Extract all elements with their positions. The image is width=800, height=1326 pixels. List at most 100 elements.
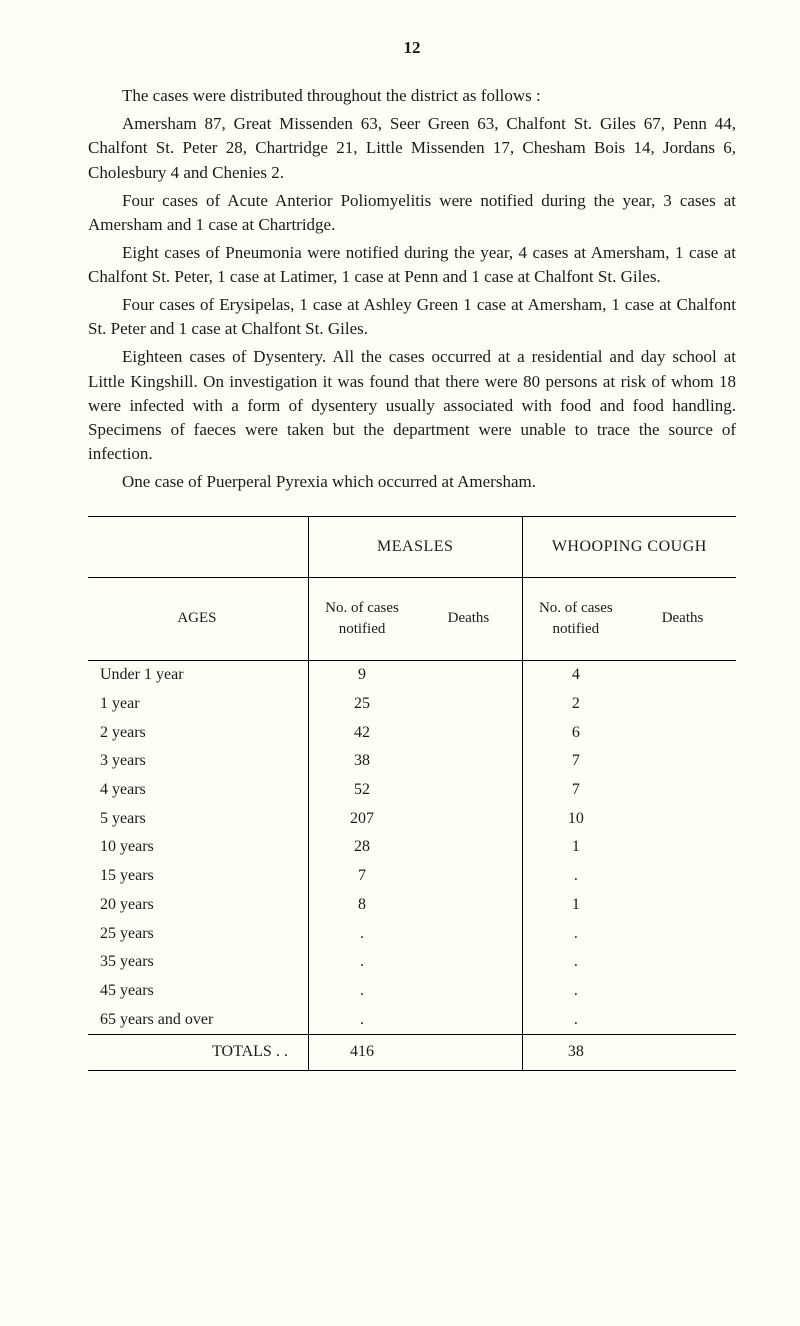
cell-age: 5 years [88, 805, 308, 834]
cell-m-cases: 38 [308, 747, 415, 776]
cell-m-deaths [415, 833, 522, 862]
hdr-measles-deaths: Deaths [415, 578, 522, 661]
table-header-sub: AGES No. of cases notified Deaths No. of… [88, 578, 736, 661]
cell-m-deaths [415, 805, 522, 834]
table-header-top: MEASLES WHOOPING COUGH [88, 517, 736, 578]
cell-w-cases: 7 [522, 776, 629, 805]
table-row: 25 years . . [88, 920, 736, 949]
cell-m-cases: 9 [308, 661, 415, 690]
cell-age: 15 years [88, 862, 308, 891]
cell-w-cases: . [522, 862, 629, 891]
table-row: 3 years 38 7 [88, 747, 736, 776]
disease-table: MEASLES WHOOPING COUGH AGES No. of cases… [88, 516, 736, 1071]
cell-age: 20 years [88, 891, 308, 920]
para-7: One case of Puerperal Pyrexia which occu… [88, 470, 736, 494]
cell-w-deaths [629, 862, 736, 891]
cell-m-cases: . [308, 948, 415, 977]
table: MEASLES WHOOPING COUGH AGES No. of cases… [88, 516, 736, 1071]
cell-w-cases: 6 [522, 719, 629, 748]
cell-m-cases: 7 [308, 862, 415, 891]
table-body: Under 1 year 9 4 1 year 25 2 2 years 42 … [88, 661, 736, 1071]
cell-age: 2 years [88, 719, 308, 748]
table-row: 35 years . . [88, 948, 736, 977]
cell-w-deaths [629, 948, 736, 977]
hdr-measles-cases: No. of cases notified [308, 578, 415, 661]
cell-m-cases: 52 [308, 776, 415, 805]
cell-w-cases: 1 [522, 891, 629, 920]
cell-m-deaths [415, 661, 522, 690]
hdr-whoop-deaths: Deaths [629, 578, 736, 661]
hdr-ages: AGES [88, 578, 308, 661]
table-row: 4 years 52 7 [88, 776, 736, 805]
cell-age: 3 years [88, 747, 308, 776]
cell-w-cases: 1 [522, 833, 629, 862]
cell-m-cases: 28 [308, 833, 415, 862]
totals-label: TOTALS . . [88, 1035, 308, 1071]
para-4: Eight cases of Pneumonia were notified d… [88, 241, 736, 289]
cell-m-deaths [415, 690, 522, 719]
cell-w-deaths [629, 776, 736, 805]
cell-m-deaths [415, 1006, 522, 1035]
totals-m-deaths [415, 1035, 522, 1071]
hdr-blank [88, 517, 308, 578]
cell-w-cases: 7 [522, 747, 629, 776]
cell-m-deaths [415, 862, 522, 891]
cell-w-deaths [629, 719, 736, 748]
para-5: Four cases of Erysipelas, 1 case at Ashl… [88, 293, 736, 341]
cell-m-deaths [415, 977, 522, 1006]
cell-m-cases: . [308, 1006, 415, 1035]
cell-m-cases: . [308, 977, 415, 1006]
cell-w-deaths [629, 977, 736, 1006]
hdr-measles: MEASLES [308, 517, 522, 578]
page-number: 12 [88, 36, 736, 60]
cell-m-deaths [415, 719, 522, 748]
para-6: Eighteen cases of Dysentery. All the cas… [88, 345, 736, 466]
cell-m-cases: 8 [308, 891, 415, 920]
table-row: 45 years . . [88, 977, 736, 1006]
cell-w-cases: 4 [522, 661, 629, 690]
cell-w-deaths [629, 1006, 736, 1035]
cell-m-deaths [415, 776, 522, 805]
cell-age: 4 years [88, 776, 308, 805]
cell-age: 45 years [88, 977, 308, 1006]
table-row: 1 year 25 2 [88, 690, 736, 719]
para-2: Amersham 87, Great Missenden 63, Seer Gr… [88, 112, 736, 184]
table-row: 2 years 42 6 [88, 719, 736, 748]
cell-m-deaths [415, 891, 522, 920]
cell-w-deaths [629, 920, 736, 949]
table-totals-row: TOTALS . . 416 38 [88, 1035, 736, 1071]
cell-age: 65 years and over [88, 1006, 308, 1035]
totals-m-cases: 416 [308, 1035, 415, 1071]
table-row: 10 years 28 1 [88, 833, 736, 862]
cell-m-deaths [415, 948, 522, 977]
cell-w-cases: . [522, 920, 629, 949]
cell-w-cases: . [522, 977, 629, 1006]
table-row: 20 years 8 1 [88, 891, 736, 920]
cell-m-deaths [415, 747, 522, 776]
cell-w-deaths [629, 891, 736, 920]
cell-m-cases: 207 [308, 805, 415, 834]
cell-age: 10 years [88, 833, 308, 862]
para-1: The cases were distributed throughout th… [88, 84, 736, 108]
totals-w-cases: 38 [522, 1035, 629, 1071]
cell-w-cases: 10 [522, 805, 629, 834]
hdr-whoop-cases: No. of cases notified [522, 578, 629, 661]
table-row: 15 years 7 . [88, 862, 736, 891]
table-row: Under 1 year 9 4 [88, 661, 736, 690]
cell-m-cases: 25 [308, 690, 415, 719]
totals-w-deaths [629, 1035, 736, 1071]
cell-w-deaths [629, 805, 736, 834]
table-row: 5 years 207 10 [88, 805, 736, 834]
cell-w-cases: 2 [522, 690, 629, 719]
table-row: 65 years and over . . [88, 1006, 736, 1035]
para-3: Four cases of Acute Anterior Poliomyelit… [88, 189, 736, 237]
cell-age: 35 years [88, 948, 308, 977]
cell-m-cases: . [308, 920, 415, 949]
cell-age: 25 years [88, 920, 308, 949]
cell-w-cases: . [522, 948, 629, 977]
cell-m-cases: 42 [308, 719, 415, 748]
cell-w-cases: . [522, 1006, 629, 1035]
cell-w-deaths [629, 747, 736, 776]
cell-age: Under 1 year [88, 661, 308, 690]
cell-age: 1 year [88, 690, 308, 719]
